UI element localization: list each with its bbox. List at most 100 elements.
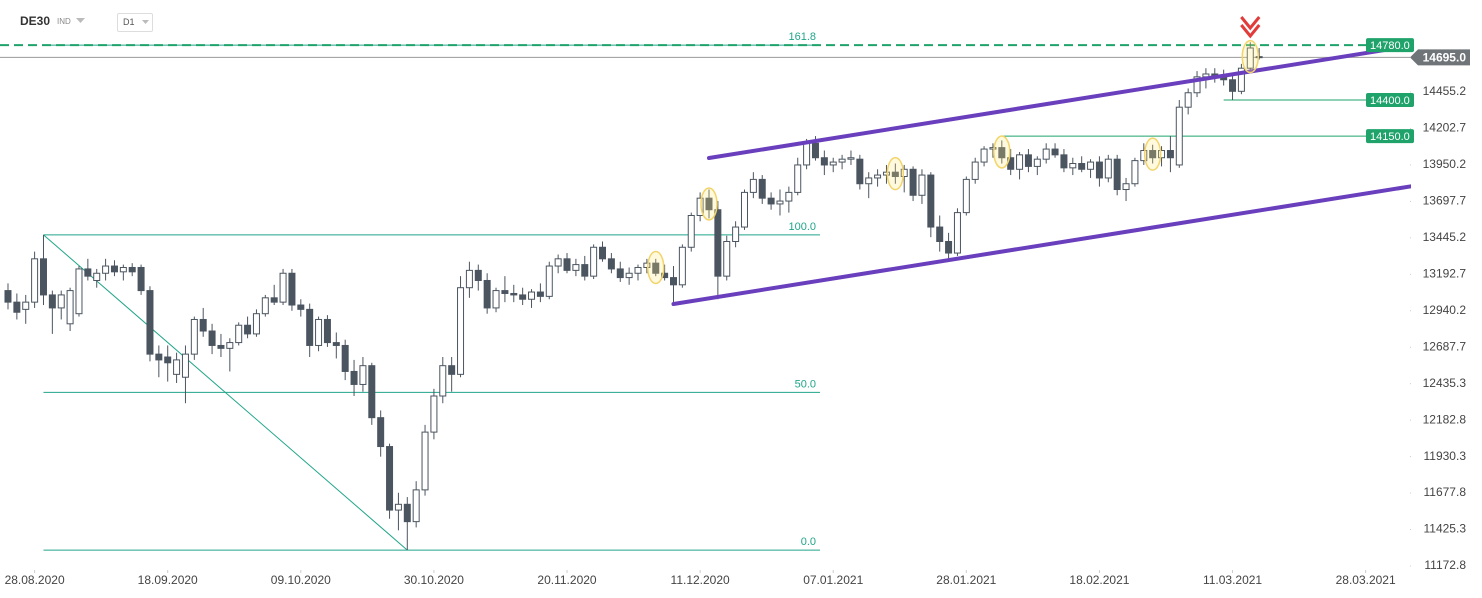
highlight xyxy=(886,156,905,191)
last-price-box: 14695.0 xyxy=(1410,49,1470,66)
candle-body xyxy=(918,174,926,196)
candle-body xyxy=(323,318,331,344)
candle-body xyxy=(39,258,47,296)
highlight xyxy=(700,187,718,221)
candle-body xyxy=(971,161,979,180)
candle-body xyxy=(235,324,243,344)
candle-body xyxy=(705,197,713,211)
signal-arrow xyxy=(1240,16,1261,39)
candle-body xyxy=(474,269,482,281)
x-tick-label: 09.10.2020 xyxy=(271,573,331,587)
candle-body xyxy=(146,290,154,355)
candle-body xyxy=(457,287,465,375)
channel-line xyxy=(671,184,1415,307)
dropdown-arrow[interactable] xyxy=(76,18,86,24)
x-tick-label: 28.08.2020 xyxy=(5,573,65,587)
candle-body xyxy=(119,266,127,273)
candle-body xyxy=(1069,163,1077,169)
resistance-box: 14780.0 xyxy=(1366,38,1414,53)
candle-body xyxy=(448,365,456,375)
candle-body xyxy=(749,178,757,193)
interval: D1 xyxy=(123,17,135,27)
candle-body xyxy=(1193,76,1201,94)
last-price-bg xyxy=(1410,49,1470,66)
candle-body xyxy=(270,297,278,303)
candle-body xyxy=(634,266,642,274)
candle-body xyxy=(554,258,562,267)
candle-body xyxy=(891,171,899,178)
candle-body xyxy=(607,258,615,270)
interval-select[interactable]: D1 xyxy=(117,13,153,32)
candle-body xyxy=(616,268,624,279)
highlight xyxy=(993,135,1011,169)
candle-body xyxy=(590,246,598,277)
level-box: 14400.0 xyxy=(1366,92,1414,107)
candle-body xyxy=(22,301,30,310)
candle-body xyxy=(519,294,527,300)
candle-body xyxy=(909,168,917,196)
candle-body xyxy=(31,258,39,303)
level-box-text: 14400.0 xyxy=(1370,95,1410,107)
candle-body xyxy=(945,240,953,254)
candle-body xyxy=(1016,154,1024,170)
fib-label: 0.0 xyxy=(801,536,816,548)
candle-body xyxy=(652,262,660,274)
candle-body xyxy=(545,265,553,297)
y-tick-label: 13445.2 xyxy=(1423,230,1467,244)
candle-body xyxy=(1060,154,1068,169)
candle-body xyxy=(93,272,101,281)
candle-body xyxy=(1229,79,1237,92)
candle-body xyxy=(1175,106,1183,166)
candle-body xyxy=(856,158,864,185)
candle-body xyxy=(687,214,695,248)
y-tick-label: 12940.2 xyxy=(1423,303,1467,317)
candle-body xyxy=(261,297,269,315)
level-box: 14150.0 xyxy=(1366,129,1414,144)
candle-body xyxy=(315,318,323,346)
candle-body xyxy=(1033,158,1041,167)
candle-body xyxy=(75,268,83,315)
resistance-box-bg xyxy=(1366,38,1414,53)
candle-body xyxy=(465,269,473,289)
candle-body xyxy=(625,272,633,279)
candle-body xyxy=(403,503,411,523)
y-tick-label: 11677.8 xyxy=(1424,485,1467,499)
level-box-text: 14150.0 xyxy=(1370,131,1410,143)
candle-body xyxy=(1131,160,1139,185)
candle-body xyxy=(758,178,766,199)
candle-body xyxy=(980,148,988,163)
y-tick-label: 12182.8 xyxy=(1423,412,1467,426)
highlight xyxy=(647,250,665,285)
candle-body xyxy=(510,292,518,296)
candle-body xyxy=(341,344,349,372)
candle-body xyxy=(723,240,731,277)
candle-body xyxy=(732,226,740,242)
candle-body xyxy=(528,291,536,300)
y-tick-label: 13950.2 xyxy=(1423,157,1467,171)
candle-body xyxy=(1113,158,1121,191)
candle-body xyxy=(394,503,402,511)
candle-body xyxy=(483,279,491,309)
level-box-bg xyxy=(1366,129,1414,144)
candle-body xyxy=(536,291,544,297)
candle-body xyxy=(865,177,873,185)
candle-body xyxy=(882,171,890,176)
y-tick-label: 12435.3 xyxy=(1423,376,1467,390)
fib-diagonal xyxy=(43,234,408,551)
candle-body xyxy=(279,272,287,303)
y-tick-label: 14455.2 xyxy=(1423,84,1467,98)
candle-body xyxy=(1051,148,1059,156)
dropdown-arrow xyxy=(142,20,149,24)
candle-body xyxy=(820,157,828,166)
last-price-text: 14695.0 xyxy=(1423,51,1467,65)
level-box-bg xyxy=(1366,92,1414,107)
candle-body xyxy=(838,158,846,163)
candle-body xyxy=(66,290,74,325)
candle-body xyxy=(962,178,970,214)
symbol[interactable]: DE30 xyxy=(20,14,51,28)
channel-line xyxy=(706,43,1412,161)
candle-body xyxy=(368,365,376,419)
candle-body xyxy=(669,277,677,286)
candle-body xyxy=(1184,92,1192,108)
